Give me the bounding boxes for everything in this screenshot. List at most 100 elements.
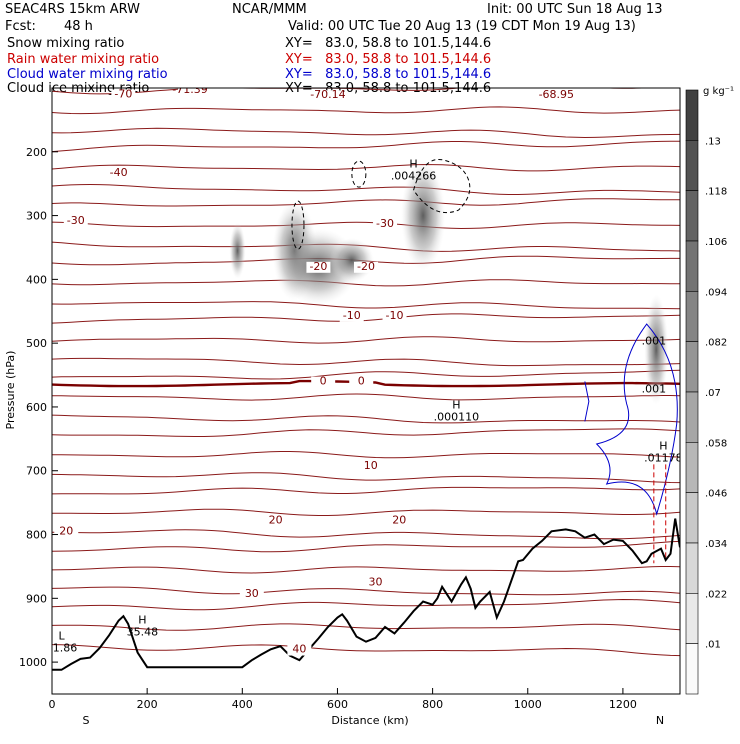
north-label: N xyxy=(656,714,664,727)
x-tick-label: 1000 xyxy=(514,698,542,711)
label-bg xyxy=(315,90,340,102)
isotherm-line xyxy=(52,163,680,172)
valid-time: Valid: 00 UTC Tue 20 Aug 13 (19 CDT Mon … xyxy=(288,19,636,34)
y-tick-label: 600 xyxy=(26,401,47,414)
isotherm-label: 20 xyxy=(269,514,283,527)
extremum-letter: H xyxy=(452,398,460,411)
label-bg xyxy=(363,577,388,589)
contour-label: .001 xyxy=(642,334,667,347)
colorbar-label: .01 xyxy=(705,640,721,651)
isotherm-label: 10 xyxy=(364,459,378,472)
colorbar-segment xyxy=(685,442,699,493)
colorbar-label: .094 xyxy=(705,287,727,298)
x-tick-label: 200 xyxy=(137,698,158,711)
isotherm-label: -30 xyxy=(67,214,85,227)
y-tick-label: 800 xyxy=(26,529,47,542)
colorbar-label: .082 xyxy=(705,338,727,349)
isotherm-line xyxy=(52,183,680,195)
isotherm-line xyxy=(52,357,680,367)
label-bg xyxy=(177,88,202,97)
isotherm-line xyxy=(52,106,680,115)
isotherm-line xyxy=(52,428,680,437)
cloud-water-contour xyxy=(584,381,590,422)
y-tick-label: 500 xyxy=(26,337,47,350)
colorbar-segment xyxy=(685,492,699,544)
isotherm-line xyxy=(52,127,680,139)
colorbar-unit: g kg⁻¹ xyxy=(703,86,734,97)
snow-shading xyxy=(229,222,246,279)
isotherm-label: -70.14 xyxy=(310,88,345,101)
south-label: S xyxy=(83,714,90,727)
colorbar-segment xyxy=(685,593,699,644)
extremum-value: 21.86 xyxy=(46,641,78,654)
extremum-letter: H xyxy=(659,439,667,452)
isotherm-line xyxy=(52,508,680,516)
y-tick-label: 700 xyxy=(26,465,47,478)
colorbar-label: .058 xyxy=(705,438,727,449)
isotherm-line xyxy=(52,586,680,596)
init-time: Init: 00 UTC Sun 18 Aug 13 xyxy=(487,2,662,17)
terrain-line xyxy=(52,518,680,671)
isotherm-line xyxy=(52,279,680,287)
isotherm-line xyxy=(52,472,680,484)
isotherm-label: 20 xyxy=(392,514,406,527)
colorbar-segment xyxy=(685,140,699,191)
isotherm-line xyxy=(52,140,680,153)
model-title: SEAC4RS 15km ARW xyxy=(5,2,140,17)
cloud-ice-contour xyxy=(413,158,471,214)
isotherm-line xyxy=(52,198,680,207)
label-bg xyxy=(306,261,331,273)
x-tick-label: 0 xyxy=(49,698,56,711)
colorbar-label: .07 xyxy=(705,388,721,399)
isotherm-line xyxy=(52,623,680,631)
colorbar-segment xyxy=(685,542,699,594)
y-tick-label: 200 xyxy=(26,146,47,159)
field-name: Rain water mixing ratio xyxy=(7,52,159,67)
isotherm-line xyxy=(52,566,680,574)
colorbar: .01 .022 .034 .046 .058 .07 .082 .094 .106 .118 .1… xyxy=(685,89,727,695)
label-bg xyxy=(239,589,264,601)
isotherm-line xyxy=(52,301,680,310)
label-bg xyxy=(54,526,79,538)
extremum-value: .01178 xyxy=(644,451,683,464)
isotherm-line xyxy=(52,221,680,230)
extremum-value: .000110 xyxy=(434,410,480,423)
x-axis-label: Distance (km) xyxy=(331,714,408,727)
field-xy: XY= 83.0, 58.8 to 101.5,144.6 xyxy=(285,67,491,82)
isotherm-line xyxy=(52,529,680,540)
label-bg xyxy=(349,376,374,388)
colorbar-segment xyxy=(685,190,699,242)
snow-shading xyxy=(644,294,669,405)
colorbar-label: .022 xyxy=(705,589,727,600)
colorbar-segment xyxy=(685,89,699,141)
isotherm-label: 0 xyxy=(358,375,365,388)
isotherm-label: -40 xyxy=(110,166,128,179)
label-bg xyxy=(339,310,364,322)
label-bg xyxy=(544,90,569,102)
label-bg xyxy=(287,644,312,656)
isotherm-line xyxy=(52,540,680,553)
plot-frame xyxy=(51,87,681,695)
isotherm-label: -70 xyxy=(114,88,132,101)
colorbar-label: .118 xyxy=(705,187,727,198)
extremum-letter: H xyxy=(138,613,146,626)
isotherm-label: 0 xyxy=(320,375,327,388)
snow-shading xyxy=(401,160,446,271)
cloud-ice-contour xyxy=(291,200,305,250)
field-name: Cloud water mixing ratio xyxy=(7,67,168,82)
isotherm-line xyxy=(52,369,680,380)
x-tick-label: 400 xyxy=(232,698,253,711)
isotherm-label: -30 xyxy=(376,217,394,230)
colorbar-label: .034 xyxy=(705,539,727,550)
colorbar-segment xyxy=(685,391,699,443)
label-bg xyxy=(373,219,398,231)
y-axis-label: Pressure (hPa) xyxy=(4,351,17,430)
isotherm-line xyxy=(52,313,680,324)
isotherm-line xyxy=(52,451,680,459)
isotherm-label: -20 xyxy=(357,260,375,273)
isotherm-label: 30 xyxy=(369,576,383,589)
label-bg xyxy=(358,460,383,472)
label-bg xyxy=(63,215,88,227)
x-tick-label: 800 xyxy=(422,698,443,711)
isotherm-line xyxy=(52,486,680,495)
